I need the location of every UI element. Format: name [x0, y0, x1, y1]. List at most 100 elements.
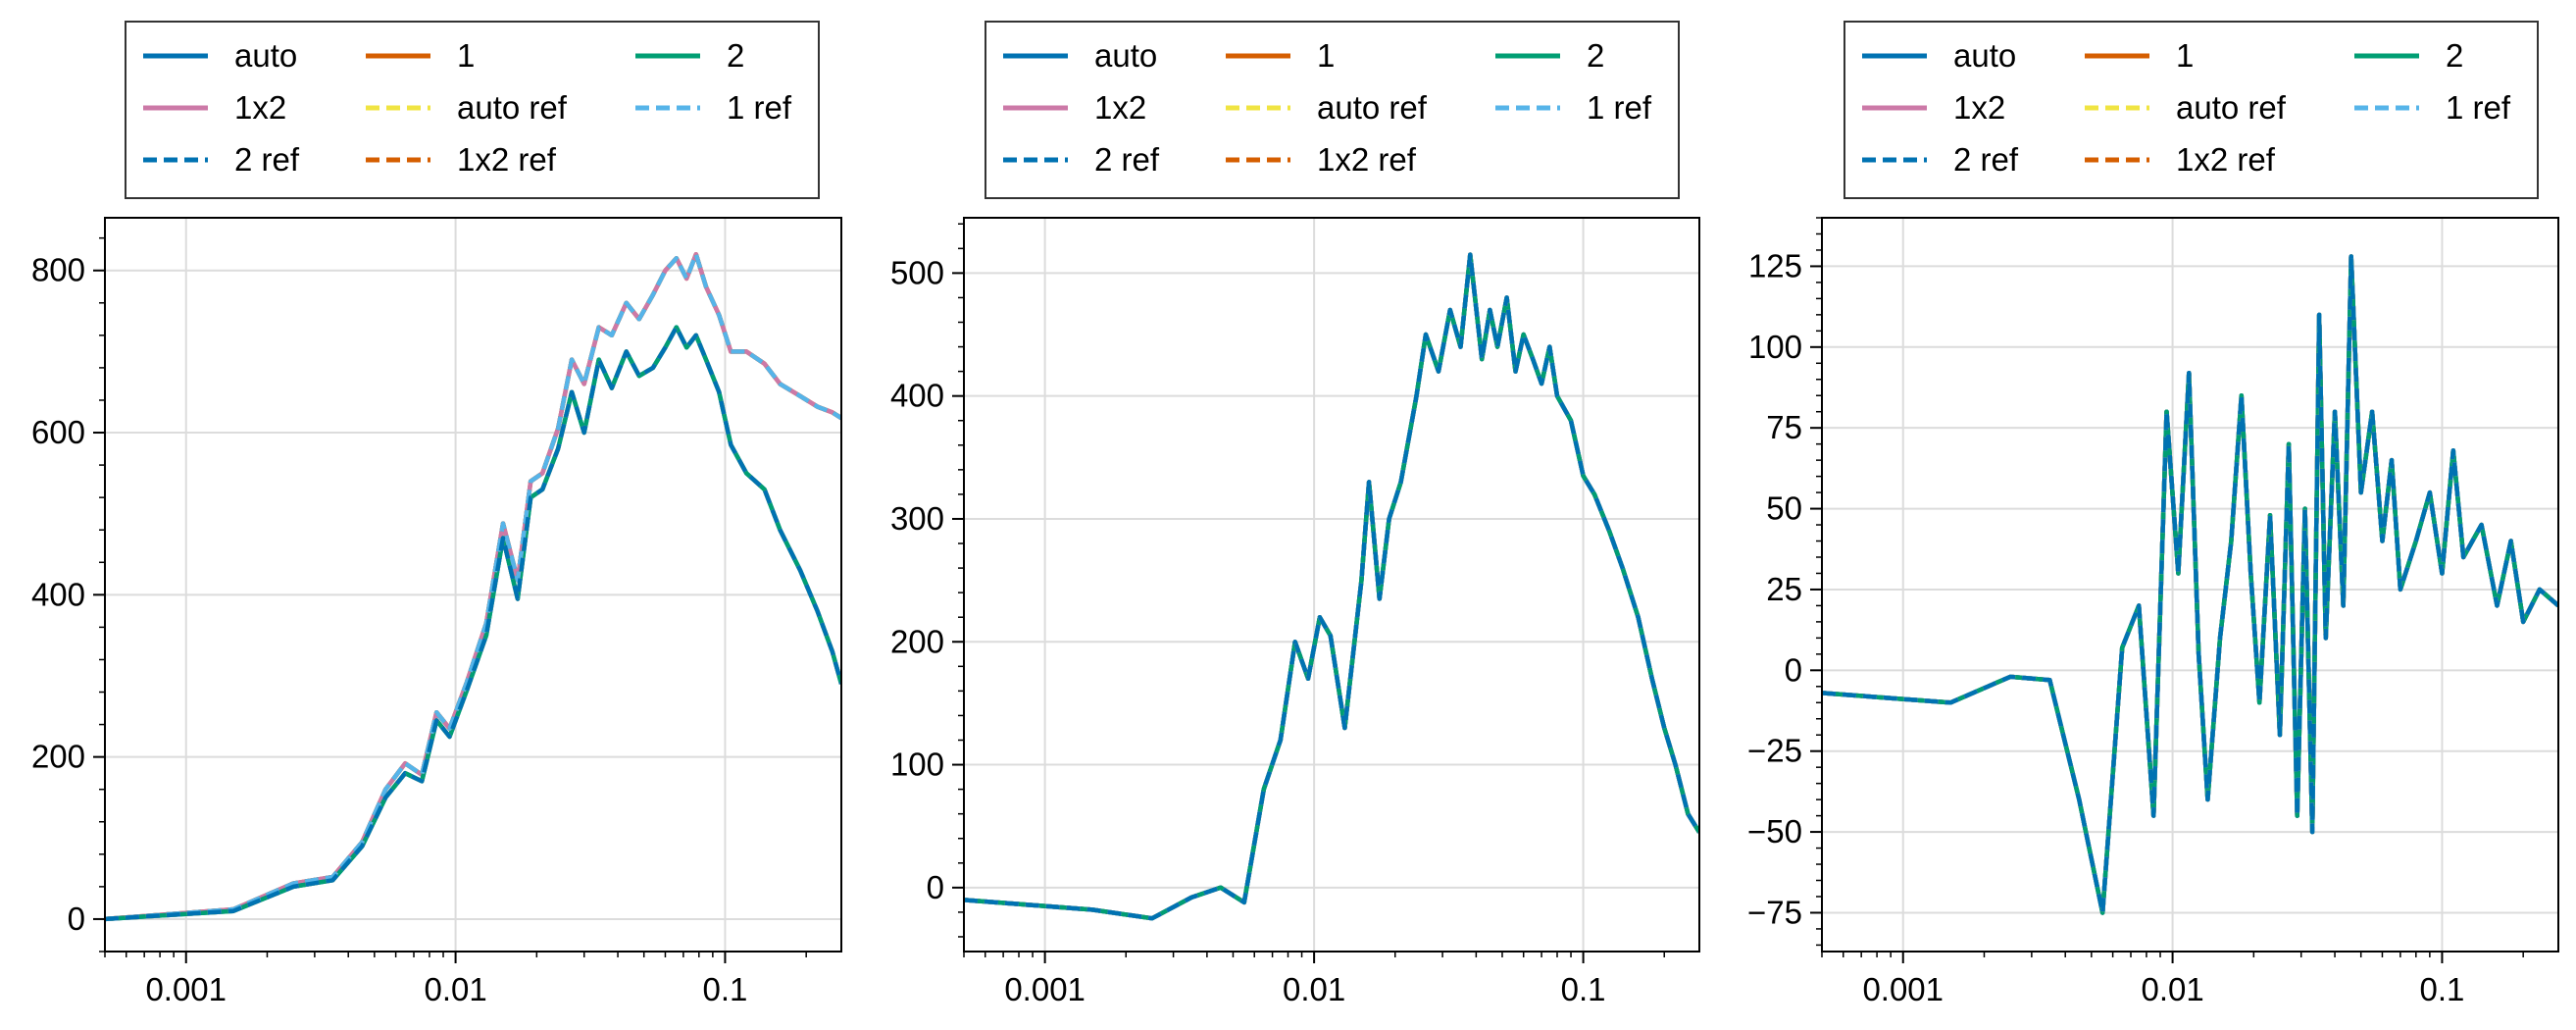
legend-item: 2 [1495, 37, 1604, 74]
legend-item: 1 ref [635, 89, 792, 126]
y-tick-label: 50 [1766, 490, 1802, 527]
y-tick-label: 0 [68, 901, 85, 937]
legend-frame [1844, 21, 2539, 199]
legend-label: auto [234, 37, 297, 74]
series-line-2-ref [964, 252, 1699, 921]
axes-frame [963, 217, 1700, 953]
series-line-2 [1822, 254, 2558, 915]
legend-label: 1 [1317, 37, 1335, 74]
legend-item: 1 [366, 37, 475, 74]
legend-item: auto ref [366, 89, 568, 126]
legend-label: 1 ref [2446, 89, 2511, 126]
x-tick-label: 0.001 [1004, 971, 1086, 1007]
y-tick-label: −50 [1747, 813, 1802, 850]
series-line-auto [105, 325, 841, 922]
legend-item: 1x2 ref [1226, 141, 1417, 178]
y-tick-label: 400 [31, 576, 85, 612]
series-line-1x2-ref [964, 252, 1699, 921]
series-line-auto-ref [964, 252, 1699, 921]
legend-label: auto [1094, 37, 1157, 74]
y-tick-label: 400 [890, 378, 944, 414]
series-group [964, 252, 1699, 921]
y-tick-label: 0 [927, 869, 944, 905]
legend-label: 2 ref [1094, 141, 1160, 178]
gridlines [105, 218, 841, 952]
legend-item: 1x2 [143, 89, 286, 126]
series-line-1-ref [105, 251, 841, 922]
legend-label: 1 [457, 37, 475, 74]
series-line-1x2 [1822, 254, 2558, 915]
legend-item: 1 ref [1495, 89, 1652, 126]
legend-item: auto [143, 37, 297, 74]
y-tick-label: 100 [1748, 329, 1802, 365]
y-tick-label: 200 [31, 739, 85, 775]
legend-label: 2 [2446, 37, 2463, 74]
legend-label: 1x2 [234, 89, 286, 126]
legend-label: auto [1953, 37, 2016, 74]
legend-label: 1x2 [1953, 89, 2005, 126]
legend-label: 1 ref [1587, 89, 1652, 126]
legend-label: 2 ref [1953, 141, 2019, 178]
legend-item: auto ref [1226, 89, 1428, 126]
series-group [105, 251, 841, 922]
series-line-1-ref [964, 252, 1699, 921]
series-line-2-ref [1822, 254, 2558, 915]
x-tick-label: 0.001 [1862, 971, 1944, 1007]
legend-label: 1 [2176, 37, 2194, 74]
x-tick-label: 0.1 [703, 971, 748, 1007]
legend-label: 1x2 ref [2176, 141, 2276, 178]
series-line-auto-ref [1822, 254, 2558, 915]
legend-item: 1x2 [1862, 89, 2005, 126]
axes-frame [104, 217, 842, 953]
x-tick-label: 0.1 [1561, 971, 1606, 1007]
legend-label: auto ref [457, 89, 568, 126]
series-line-1-ref [1822, 254, 2558, 915]
gridlines [1822, 218, 2558, 952]
series-line-1x2 [964, 252, 1699, 921]
y-tick-label: 600 [31, 414, 85, 450]
series-line-auto [964, 252, 1699, 921]
series-line-1 [1822, 254, 2558, 915]
legend-label: 2 [727, 37, 744, 74]
legend-item: 1x2 [1003, 89, 1146, 126]
y-tick-label: 75 [1766, 409, 1802, 445]
legend-item: 2 ref [143, 141, 300, 178]
legend-item: 2 [635, 37, 744, 74]
y-tick-label: 25 [1766, 571, 1802, 607]
legend-item: auto ref [2085, 89, 2287, 126]
series-line-2 [105, 325, 841, 922]
series-line-1x2 [105, 251, 841, 922]
y-tick-label: 125 [1748, 247, 1802, 283]
legend-label: 1x2 ref [457, 141, 557, 178]
y-tick-label: −25 [1747, 733, 1802, 769]
x-tick-label: 0.001 [145, 971, 227, 1007]
legend-frame [985, 21, 1680, 199]
x-tick-label: 0.1 [2420, 971, 2465, 1007]
legend: auto 1 2 1x2 auto ref 1 ref 2 ref 1x2 ref [125, 21, 820, 199]
series-line-2 [964, 252, 1699, 921]
y-tick-label: 500 [890, 254, 944, 290]
legend: auto 1 2 1x2 auto ref 1 ref 2 ref 1x2 ref [1844, 21, 2539, 199]
legend-item: auto [1003, 37, 1157, 74]
legend-item: 1 ref [2354, 89, 2511, 126]
legend: auto 1 2 1x2 auto ref 1 ref 2 ref 1x2 ref [985, 21, 1680, 199]
series-line-auto [1822, 254, 2558, 915]
legend-label: 1x2 [1094, 89, 1146, 126]
legend-item: 1 [2085, 37, 2194, 74]
legend-item: auto [1862, 37, 2016, 74]
x-tick-label: 0.01 [2141, 971, 2203, 1007]
legend-item: 2 ref [1862, 141, 2019, 178]
legend-label: 2 [1587, 37, 1604, 74]
gridlines [964, 218, 1699, 952]
y-tick-label: 0 [1785, 651, 1802, 688]
series-line-1x2-ref [105, 251, 841, 922]
legend-frame [125, 21, 820, 199]
legend-item: 2 ref [1003, 141, 1160, 178]
axes-frame [1821, 217, 2559, 953]
legend-label: auto ref [1317, 89, 1428, 126]
y-tick-label: −75 [1747, 894, 1802, 930]
x-tick-label: 0.01 [424, 971, 486, 1007]
y-tick-label: 800 [31, 252, 85, 288]
